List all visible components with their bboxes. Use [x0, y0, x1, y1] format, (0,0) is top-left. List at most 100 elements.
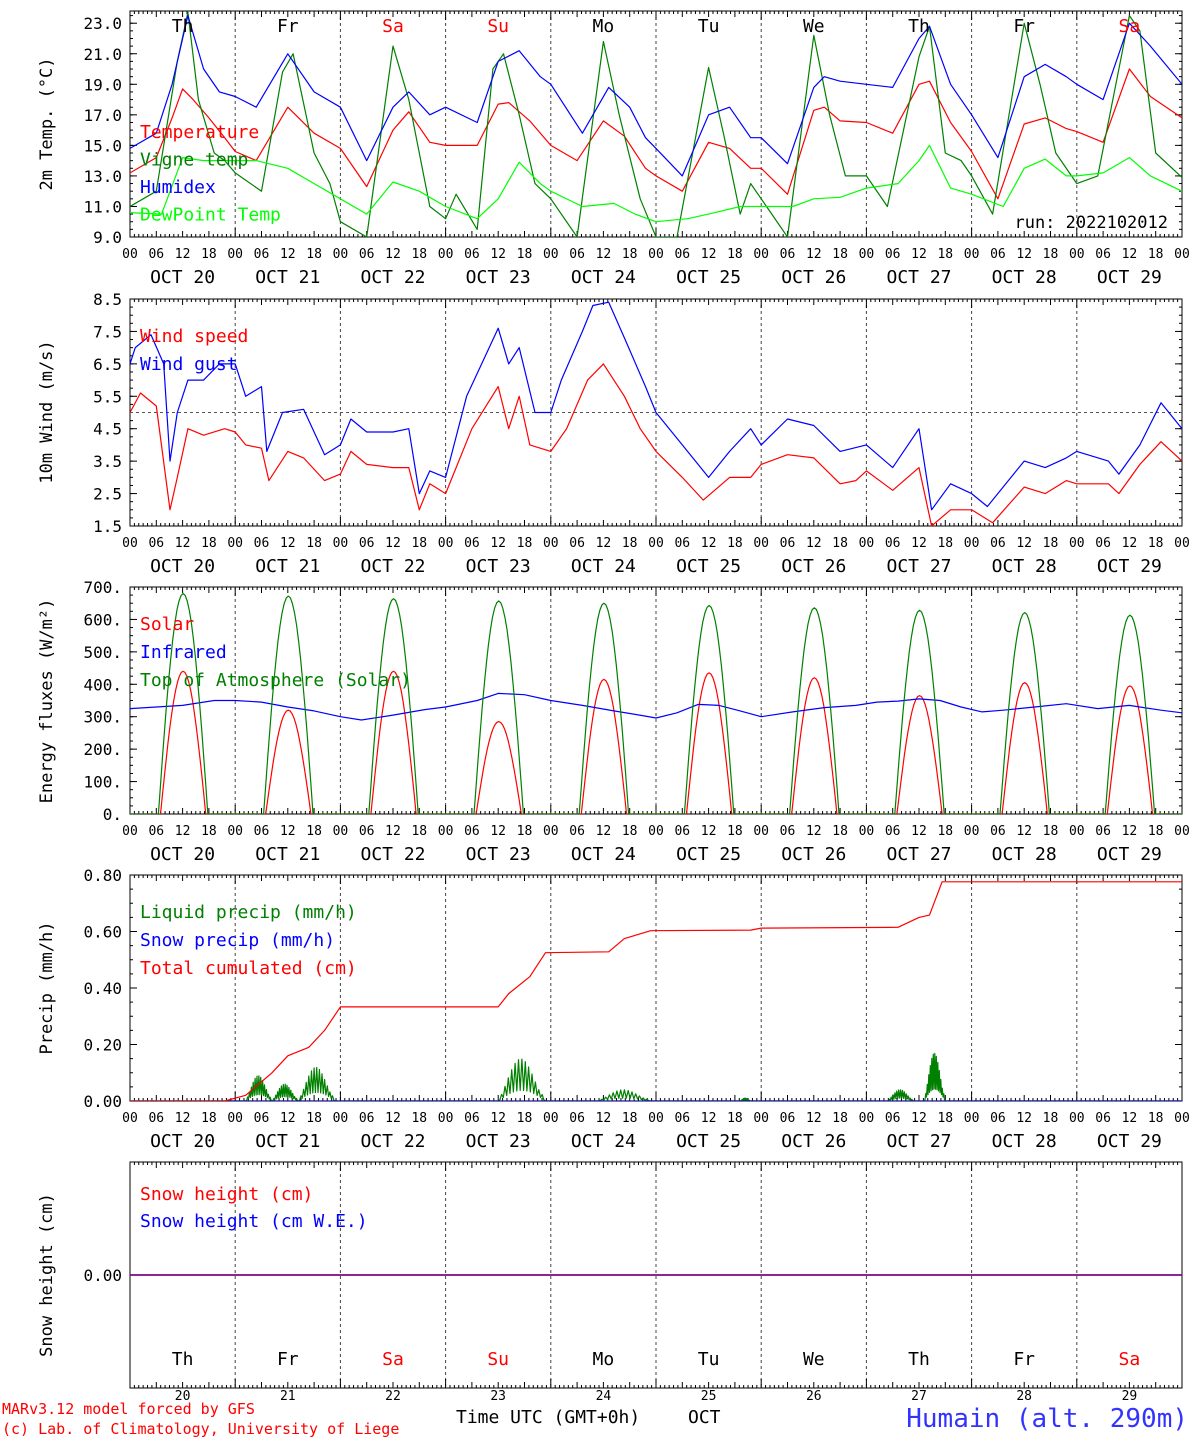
energy-flux-panel: 0. 100. 200. 300. 400. 500. 600. 700. Energy flu… — [37, 578, 1190, 865]
hour-tick-label: 18 — [832, 824, 848, 839]
hour-tick-label: 12 — [806, 824, 822, 839]
hour-tick-label: 00 — [859, 1111, 875, 1126]
y-tick-label: 13.0 — [83, 167, 122, 186]
hour-tick-label: 00 — [333, 536, 349, 551]
hour-tick-label: 12 — [280, 536, 296, 551]
snow-height-panel: 0.00 Snow height (cm) Snow height (cm) Snow… — [37, 1161, 1183, 1404]
hour-tick-label: 06 — [1095, 247, 1111, 262]
station-name: Humain (alt. 290m) — [906, 1404, 1188, 1434]
legend-entry: Solar — [140, 614, 194, 635]
hour-tick-label: 06 — [254, 536, 270, 551]
hour-tick-label: 06 — [674, 1111, 690, 1126]
date-label: OCT 21 — [255, 844, 320, 865]
hour-tick-label: 12 — [280, 824, 296, 839]
hour-tick-label: 00 — [648, 824, 664, 839]
hour-tick-label: 12 — [806, 536, 822, 551]
hour-tick-label: 00 — [1069, 1111, 1085, 1126]
hour-tick-label: 12 — [911, 536, 927, 551]
x-axis-label: Time UTC (GMT+0h) — [456, 1407, 640, 1428]
hour-tick-label: 00 — [333, 824, 349, 839]
plot-area — [130, 881, 1182, 1101]
date-label: OCT 23 — [466, 267, 531, 288]
date-label: OCT 25 — [676, 556, 741, 577]
y-tick-label: 400. — [83, 675, 122, 694]
date-label: OCT 24 — [571, 844, 636, 865]
y-tick-label: 4.5 — [93, 420, 122, 439]
hour-tick-label: 12 — [175, 247, 191, 262]
series-line-wind-gust — [130, 301, 1182, 511]
date-label: OCT 29 — [1097, 267, 1162, 288]
hour-tick-label: 00 — [964, 824, 980, 839]
date-label: OCT 24 — [571, 267, 636, 288]
hour-tick-label: 18 — [201, 824, 217, 839]
hour-tick-label: 18 — [622, 824, 638, 839]
hour-tick-label: 18 — [727, 1111, 743, 1126]
hour-tick-label: 00 — [1174, 824, 1190, 839]
weekday-label: Sa — [382, 1349, 404, 1370]
y-tick-label: 300. — [83, 708, 122, 727]
hour-tick-label: 12 — [1016, 824, 1032, 839]
hour-tick-label: 06 — [359, 824, 375, 839]
y-tick-label: 1.5 — [93, 517, 122, 536]
hour-tick-label: 18 — [306, 824, 322, 839]
hour-tick-label: 18 — [517, 824, 533, 839]
hour-tick-label: 12 — [175, 824, 191, 839]
hour-tick-label: 18 — [201, 1111, 217, 1126]
legend-entry: Top of Atmosphere (Solar) — [140, 670, 411, 691]
hour-tick-label: 18 — [411, 824, 427, 839]
hour-tick-label: 06 — [674, 824, 690, 839]
date-label: OCT 25 — [676, 844, 741, 865]
credit-line-2: (c) Lab. of Climatology, University of L… — [2, 1420, 399, 1438]
hour-tick-label: 18 — [411, 247, 427, 262]
date-label: OCT 23 — [466, 844, 531, 865]
hour-tick-label: 12 — [1122, 824, 1138, 839]
date-label: OCT 26 — [781, 844, 846, 865]
hour-tick-label: 12 — [701, 824, 717, 839]
hour-tick-label: 12 — [596, 536, 612, 551]
weekday-label: Th — [908, 16, 930, 37]
hour-tick-label: 00 — [753, 536, 769, 551]
plot-area — [130, 592, 1182, 814]
date-label: OCT 26 — [781, 556, 846, 577]
hour-tick-label: 12 — [911, 247, 927, 262]
hour-tick-label: 06 — [674, 247, 690, 262]
hour-tick-label: 18 — [622, 536, 638, 551]
series-line-dewpoint-temp — [130, 144, 1182, 223]
hour-tick-label: 18 — [1148, 824, 1164, 839]
weekday-label: Mo — [593, 16, 615, 37]
plot-area — [130, 11, 1182, 237]
legend-entry: Liquid precip (mm/h) — [140, 902, 357, 923]
hour-tick-label: 12 — [490, 1111, 506, 1126]
hour-tick-label: 12 — [806, 1111, 822, 1126]
hour-tick-label: 06 — [359, 536, 375, 551]
date-label: OCT 20 — [150, 844, 215, 865]
y-tick-label: 23.0 — [83, 14, 122, 33]
hour-tick-label: 18 — [411, 1111, 427, 1126]
hour-tick-label: 06 — [780, 824, 796, 839]
weekday-label: Mo — [593, 1349, 615, 1370]
hour-tick-label: 00 — [964, 536, 980, 551]
hour-tick-label: 00 — [227, 536, 243, 551]
series-line-wind-speed — [130, 363, 1182, 526]
hour-tick-label: 12 — [1016, 1111, 1032, 1126]
hour-tick-label: 18 — [937, 824, 953, 839]
legend-entry: Snow height (cm W.E.) — [140, 1211, 368, 1232]
hour-tick-label: 00 — [438, 536, 454, 551]
date-label: OCT 20 — [150, 1131, 215, 1152]
hour-tick-label: 00 — [333, 247, 349, 262]
date-label: OCT 22 — [360, 556, 425, 577]
hour-tick-label: 06 — [464, 536, 480, 551]
hour-tick-label: 06 — [990, 1111, 1006, 1126]
hour-tick-label: 06 — [254, 1111, 270, 1126]
hour-tick-label: 18 — [832, 1111, 848, 1126]
hour-tick-label: 00 — [753, 824, 769, 839]
hour-tick-label: 18 — [306, 536, 322, 551]
hour-tick-label: 18 — [517, 247, 533, 262]
day-number-label: 21 — [280, 1389, 296, 1404]
hour-tick-label: 12 — [701, 1111, 717, 1126]
date-label: OCT 28 — [992, 1131, 1057, 1152]
hour-tick-label: 12 — [175, 1111, 191, 1126]
hour-tick-label: 06 — [990, 247, 1006, 262]
hour-tick-label: 12 — [280, 247, 296, 262]
